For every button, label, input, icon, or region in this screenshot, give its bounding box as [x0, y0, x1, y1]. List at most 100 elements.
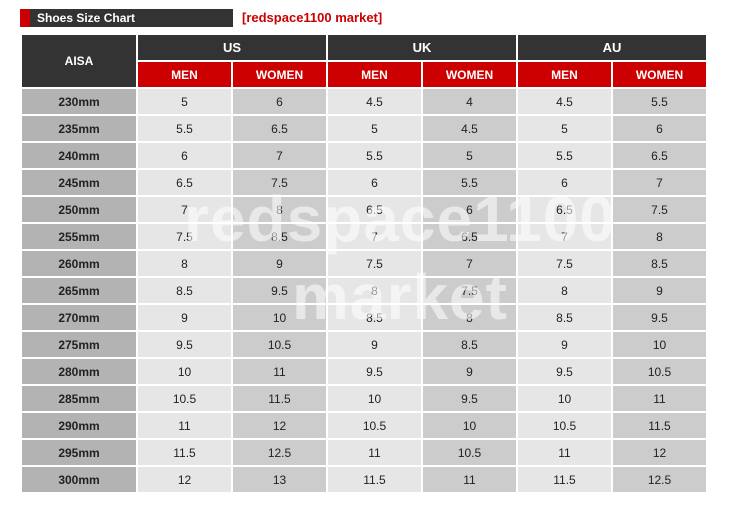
uk-men-cell: 4.5: [328, 89, 421, 114]
table-row: 235mm 5.5 6.5 5 4.5 5 6: [22, 116, 706, 141]
us-men-cell: 11.5: [138, 440, 231, 465]
us-women-cell: 8: [233, 197, 326, 222]
us-women-cell: 11.5: [233, 386, 326, 411]
us-women-cell: 6.5: [233, 116, 326, 141]
table-row: 280mm 10 11 9.5 9 9.5 10.5: [22, 359, 706, 384]
uk-men-cell: 10: [328, 386, 421, 411]
size-cell: 290mm: [22, 413, 136, 438]
uk-women-cell: 11: [423, 467, 516, 492]
table-row: 240mm 6 7 5.5 5 5.5 6.5: [22, 143, 706, 168]
uk-men-cell: 6.5: [328, 197, 421, 222]
uk-women-cell: 8: [423, 305, 516, 330]
au-women-header: WOMEN: [613, 62, 706, 87]
au-men-cell: 5: [518, 116, 611, 141]
au-men-header: MEN: [518, 62, 611, 87]
uk-women-cell: 4.5: [423, 116, 516, 141]
group-header-au: AU: [518, 35, 706, 60]
us-men-cell: 6.5: [138, 170, 231, 195]
au-men-cell: 6: [518, 170, 611, 195]
uk-men-cell: 8.5: [328, 305, 421, 330]
size-cell: 300mm: [22, 467, 136, 492]
us-men-cell: 8: [138, 251, 231, 276]
uk-women-cell: 9.5: [423, 386, 516, 411]
table-row: 275mm 9.5 10.5 9 8.5 9 10: [22, 332, 706, 357]
au-women-cell: 9.5: [613, 305, 706, 330]
table-row: 285mm 10.5 11.5 10 9.5 10 11: [22, 386, 706, 411]
group-header-uk: UK: [328, 35, 516, 60]
table-row: 245mm 6.5 7.5 6 5.5 6 7: [22, 170, 706, 195]
us-women-cell: 7.5: [233, 170, 326, 195]
au-women-cell: 7: [613, 170, 706, 195]
uk-men-cell: 7.5: [328, 251, 421, 276]
uk-men-cell: 6: [328, 170, 421, 195]
au-women-cell: 11: [613, 386, 706, 411]
uk-women-cell: 8.5: [423, 332, 516, 357]
us-men-cell: 12: [138, 467, 231, 492]
size-cell: 280mm: [22, 359, 136, 384]
au-men-cell: 9: [518, 332, 611, 357]
us-men-cell: 10.5: [138, 386, 231, 411]
uk-men-cell: 10.5: [328, 413, 421, 438]
uk-women-cell: 6: [423, 197, 516, 222]
uk-men-header: MEN: [328, 62, 421, 87]
us-men-cell: 10: [138, 359, 231, 384]
table-row: 300mm 12 13 11.5 11 11.5 12.5: [22, 467, 706, 492]
us-men-cell: 7: [138, 197, 231, 222]
size-cell: 260mm: [22, 251, 136, 276]
au-men-cell: 11: [518, 440, 611, 465]
au-women-cell: 6.5: [613, 143, 706, 168]
au-women-cell: 10: [613, 332, 706, 357]
us-men-cell: 8.5: [138, 278, 231, 303]
au-men-cell: 7.5: [518, 251, 611, 276]
chart-header: Shoes Size Chart [redspace1100 market]: [20, 9, 382, 27]
us-men-cell: 9: [138, 305, 231, 330]
us-men-header: MEN: [138, 62, 231, 87]
size-cell: 275mm: [22, 332, 136, 357]
au-women-cell: 6: [613, 116, 706, 141]
au-men-cell: 9.5: [518, 359, 611, 384]
size-cell: 245mm: [22, 170, 136, 195]
us-women-cell: 12.5: [233, 440, 326, 465]
table-row: 265mm 8.5 9.5 8 7.5 8 9: [22, 278, 706, 303]
table-row: 290mm 11 12 10.5 10 10.5 11.5: [22, 413, 706, 438]
us-men-cell: 6: [138, 143, 231, 168]
au-women-cell: 10.5: [613, 359, 706, 384]
au-men-cell: 5.5: [518, 143, 611, 168]
size-cell: 270mm: [22, 305, 136, 330]
uk-women-cell: 5: [423, 143, 516, 168]
size-cell: 250mm: [22, 197, 136, 222]
au-men-cell: 10: [518, 386, 611, 411]
au-women-cell: 9: [613, 278, 706, 303]
au-men-cell: 6.5: [518, 197, 611, 222]
us-women-cell: 11: [233, 359, 326, 384]
table-row: 295mm 11.5 12.5 11 10.5 11 12: [22, 440, 706, 465]
us-women-cell: 7: [233, 143, 326, 168]
size-chart-body: 230mm 5 6 4.5 4 4.5 5.5 235mm 5.5 6.5 5 4.5 5 6 240mm 6…: [22, 89, 706, 492]
size-cell: 230mm: [22, 89, 136, 114]
uk-women-cell: 10.5: [423, 440, 516, 465]
us-men-cell: 9.5: [138, 332, 231, 357]
us-women-cell: 9.5: [233, 278, 326, 303]
uk-men-cell: 11: [328, 440, 421, 465]
uk-men-cell: 5: [328, 116, 421, 141]
us-women-cell: 8.5: [233, 224, 326, 249]
uk-men-cell: 11.5: [328, 467, 421, 492]
au-women-cell: 12: [613, 440, 706, 465]
uk-women-cell: 6.5: [423, 224, 516, 249]
size-cell: 235mm: [22, 116, 136, 141]
au-women-cell: 8: [613, 224, 706, 249]
uk-men-cell: 9: [328, 332, 421, 357]
size-cell: 265mm: [22, 278, 136, 303]
uk-men-cell: 9.5: [328, 359, 421, 384]
uk-men-cell: 7: [328, 224, 421, 249]
size-chart-table: AISA US UK AU MEN WOMEN MEN WOMEN MEN WO…: [20, 33, 708, 494]
au-men-cell: 11.5: [518, 467, 611, 492]
aisa-header: AISA: [22, 35, 136, 87]
table-row: 255mm 7.5 8.5 7 6.5 7 8: [22, 224, 706, 249]
table-row: 230mm 5 6 4.5 4 4.5 5.5: [22, 89, 706, 114]
au-women-cell: 12.5: [613, 467, 706, 492]
uk-men-cell: 8: [328, 278, 421, 303]
uk-men-cell: 5.5: [328, 143, 421, 168]
au-women-cell: 11.5: [613, 413, 706, 438]
us-men-cell: 7.5: [138, 224, 231, 249]
